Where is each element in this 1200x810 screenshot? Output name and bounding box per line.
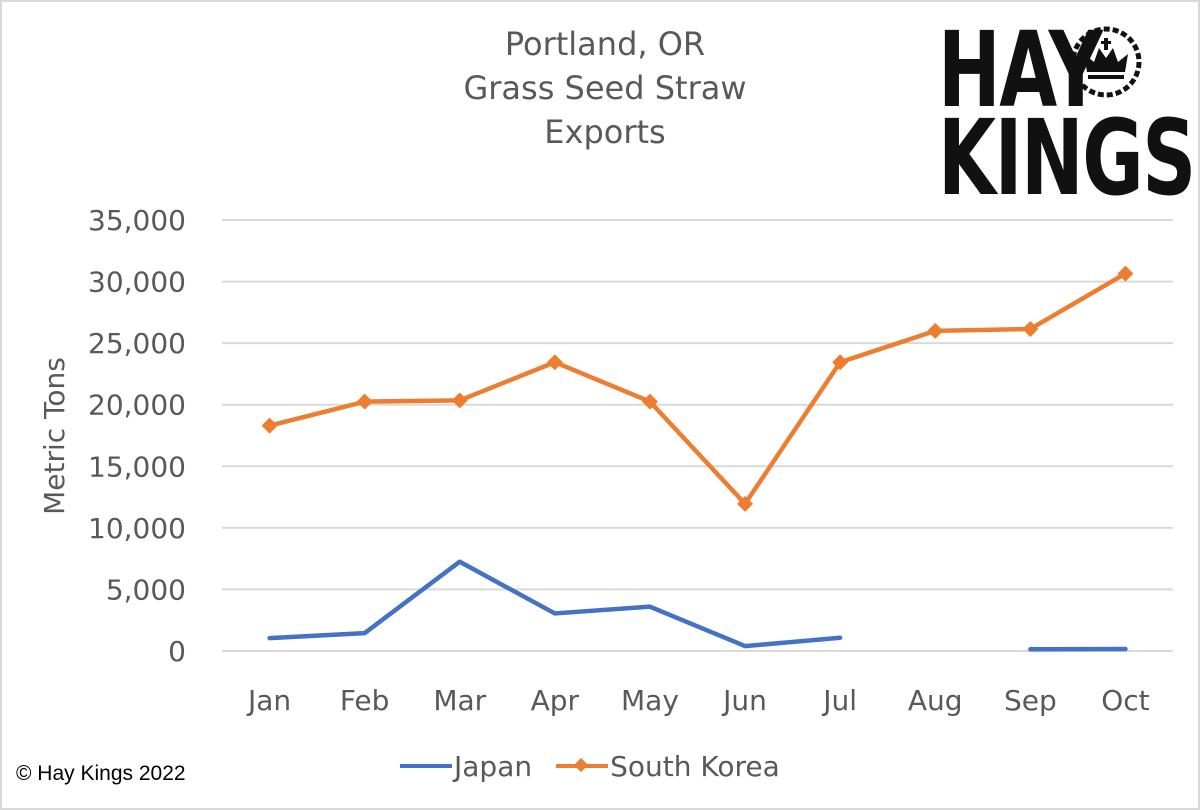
y-tick-label: 5,000: [106, 573, 186, 606]
legend-swatch-japan: [400, 756, 452, 776]
x-tick-label: Aug: [908, 684, 963, 717]
y-tick-label: 25,000: [88, 327, 186, 360]
copyright-notice: © Hay Kings 2022: [16, 762, 186, 785]
legend-item-south-korea: South Korea: [556, 750, 780, 783]
y-axis-ticks: 0 5,000 10,000 15,000 20,000 25,000 30,000 35,0…: [88, 204, 186, 668]
x-tick-label: Jan: [246, 684, 291, 717]
y-tick-label: 0: [168, 635, 186, 668]
x-tick-label: May: [621, 684, 679, 717]
diamond-marker-icon: [927, 322, 944, 339]
logo-text-kings: KINGS: [938, 97, 1196, 219]
title-line-1: Portland, OR: [504, 25, 706, 63]
x-tick-label: Sep: [1004, 684, 1057, 717]
crown-icon: [1070, 26, 1142, 98]
legend-label-japan: Japan: [454, 749, 533, 783]
diamond-marker-icon: [1022, 320, 1039, 337]
gridlines: [222, 219, 1173, 652]
diamond-marker-icon: [1117, 265, 1134, 282]
diamond-marker-icon: [356, 393, 373, 410]
series-line-japan: [267, 559, 843, 649]
legend-item-japan: Japan: [400, 750, 532, 783]
x-tick-label: Mar: [433, 684, 486, 717]
y-axis-label: Metric Tons: [38, 357, 71, 515]
diamond-marker-icon: [261, 417, 278, 434]
x-tick-label: Apr: [531, 684, 580, 717]
diamond-marker-icon: [832, 354, 849, 371]
legend-swatch-south-korea: [556, 756, 609, 776]
diamond-marker-icon: [641, 393, 658, 410]
x-tick-label: Feb: [340, 684, 390, 717]
x-tick-label: Jul: [821, 684, 857, 717]
title-line-3: Exports: [544, 113, 666, 151]
y-tick-label: 15,000: [88, 450, 186, 483]
legend-label-south-korea: South Korea: [610, 749, 780, 783]
chart-title: Portland, OR Grass Seed Straw Exports: [380, 22, 830, 154]
x-tick-label: Jun: [721, 684, 767, 717]
diamond-marker-icon: [737, 495, 754, 512]
data-series: [261, 265, 1134, 652]
diamond-marker-icon: [451, 392, 468, 409]
hay-kings-logo: HAY KINGS: [918, 18, 1196, 210]
chart-legend: Japan South Korea: [400, 744, 804, 788]
x-axis-ticks: Jan Feb Mar Apr May Jun Jul Aug Sep Oct: [246, 684, 1150, 717]
series-line-south-korea: [267, 271, 1128, 507]
title-line-2: Grass Seed Straw: [463, 69, 747, 107]
y-tick-label: 30,000: [88, 266, 186, 299]
y-tick-label: 10,000: [88, 512, 186, 545]
x-tick-label: Oct: [1101, 684, 1149, 717]
y-tick-label: 35,000: [88, 204, 186, 237]
diamond-marker-icon: [574, 757, 589, 773]
diamond-marker-icon: [546, 354, 563, 371]
y-tick-label: 20,000: [88, 389, 186, 422]
